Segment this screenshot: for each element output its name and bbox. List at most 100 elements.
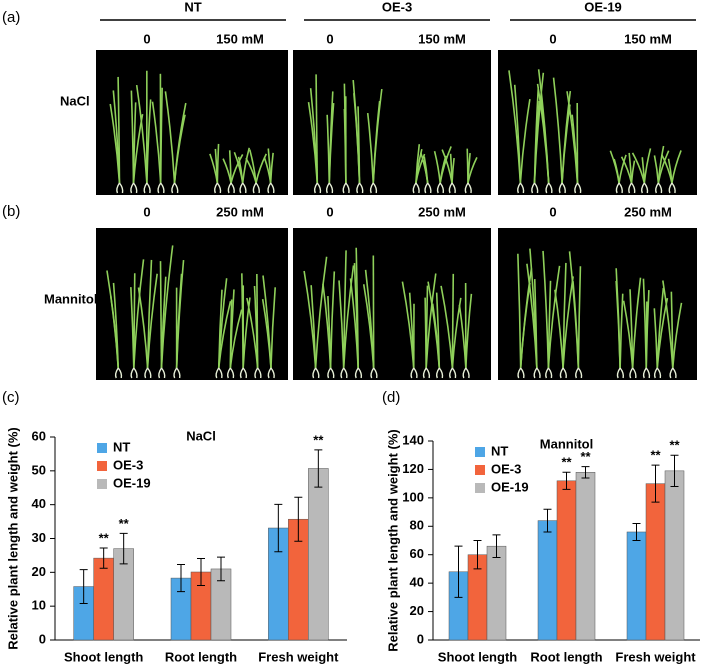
root [464,182,472,194]
leaf [355,247,359,369]
root [545,367,553,379]
leaf [517,253,522,369]
y-tick-label: 0 [39,631,46,646]
significance: ** [119,516,130,531]
leaf [451,273,455,369]
root [157,182,165,194]
root [424,182,432,194]
root [558,182,566,194]
bar [575,472,596,641]
root [669,367,677,379]
root [215,367,223,379]
y-tick-label: 40 [32,496,46,511]
legend-swatch [97,461,107,471]
root [267,367,275,379]
error-bar [294,496,303,542]
root [312,367,320,379]
leaf [661,154,673,184]
photo [498,228,697,380]
photo [96,50,288,195]
root [239,182,247,194]
concentration-label: 0 [549,204,556,219]
root [130,367,138,379]
significance: ** [580,449,591,464]
y-tick-label: 20 [32,564,46,579]
leaf [628,152,633,184]
root [462,367,470,379]
concentration-label: 0 [326,31,333,46]
bar [308,468,329,641]
root [642,367,651,379]
leaf [519,268,533,369]
concentration-label: 250 mM [216,204,264,219]
leaf [425,273,437,369]
photo [293,228,491,380]
root [171,182,179,194]
y-tick-label: 0 [417,631,424,646]
y-tick-label: 40 [410,575,424,590]
leaf [631,152,646,184]
leaf [159,261,163,369]
panel-label: (b) [2,203,20,220]
chart-title: NaCl [186,428,216,443]
x-tick-label: Root length [165,649,237,664]
leaf [117,76,121,184]
error-bar [454,545,463,598]
bar [664,470,685,641]
error-bar [632,522,641,541]
legend-swatch [475,465,485,475]
root [130,182,138,194]
legend-label: OE-3 [491,461,521,476]
photo [293,50,491,195]
root [370,367,378,379]
root [325,182,334,194]
significance: ** [650,448,661,463]
leaf [262,275,272,369]
panel-label: (d) [382,389,400,406]
leaf [401,281,415,369]
root [448,182,456,194]
root [158,367,166,379]
legend-swatch [97,479,107,489]
leaf [609,150,620,184]
leaf [329,271,336,369]
leaf [568,251,580,369]
error-bar [670,454,679,487]
root [517,367,525,379]
leaf [440,285,454,369]
leaf [106,270,120,369]
concentration-label: 0 [326,204,333,219]
error-bar [473,540,482,570]
significance: ** [669,438,680,453]
leaf [656,287,665,369]
leaf [267,148,272,184]
error-bar [119,532,128,565]
leaf [249,149,257,184]
error-bar [562,471,571,490]
root [628,182,636,194]
treatment-label: Mannitol [44,291,97,306]
bar [537,520,558,641]
root [517,182,525,194]
leaf [173,102,187,184]
legend-label: OE-19 [113,475,151,490]
legend-swatch [475,483,485,493]
y-tick-label: 30 [32,530,46,545]
legend-label: OE-3 [113,457,143,472]
error-bar [543,508,552,533]
leaf [255,153,268,184]
leaf [146,259,153,369]
root [144,367,152,379]
concentration-label: 150 mM [418,31,466,46]
root [252,182,260,194]
genotype-label: OE-19 [584,0,622,14]
leaf [420,152,429,184]
leaf [352,79,361,184]
leaf [631,277,642,369]
leaf [328,91,334,184]
significance: ** [99,530,110,545]
panel-label: (a) [2,9,20,26]
leaf [657,145,665,184]
root [342,182,350,194]
root [559,367,567,379]
